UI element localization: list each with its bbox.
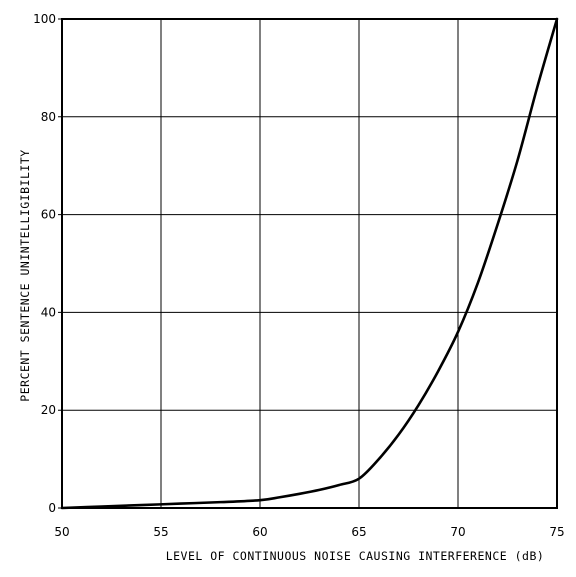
x-tick-label: 75 <box>549 525 564 539</box>
plot-frame <box>61 18 558 509</box>
y-axis-label: PERCENT SENTENCE UNINTELLIGIBILITY <box>18 149 32 401</box>
grid <box>58 18 558 509</box>
y-tick-label: 20 <box>41 403 56 417</box>
x-axis-label: LEVEL OF CONTINUOUS NOISE CAUSING INTERF… <box>166 549 545 563</box>
x-tick-label: 60 <box>252 525 267 539</box>
y-tick-label: 60 <box>41 208 56 222</box>
series-line <box>60 17 559 510</box>
x-tick-label: 70 <box>450 525 465 539</box>
tick-labels: 50 55 60 65 70 75 0 20 40 60 80 100 <box>33 12 565 539</box>
y-tick-label: 80 <box>41 110 56 124</box>
x-tick-label: 50 <box>54 525 69 539</box>
x-tick-label: 55 <box>153 525 168 539</box>
y-tick-label: 0 <box>48 501 56 515</box>
y-tick-label: 100 <box>33 12 56 26</box>
y-tick-label: 40 <box>41 305 56 319</box>
x-tick-label: 65 <box>351 525 366 539</box>
